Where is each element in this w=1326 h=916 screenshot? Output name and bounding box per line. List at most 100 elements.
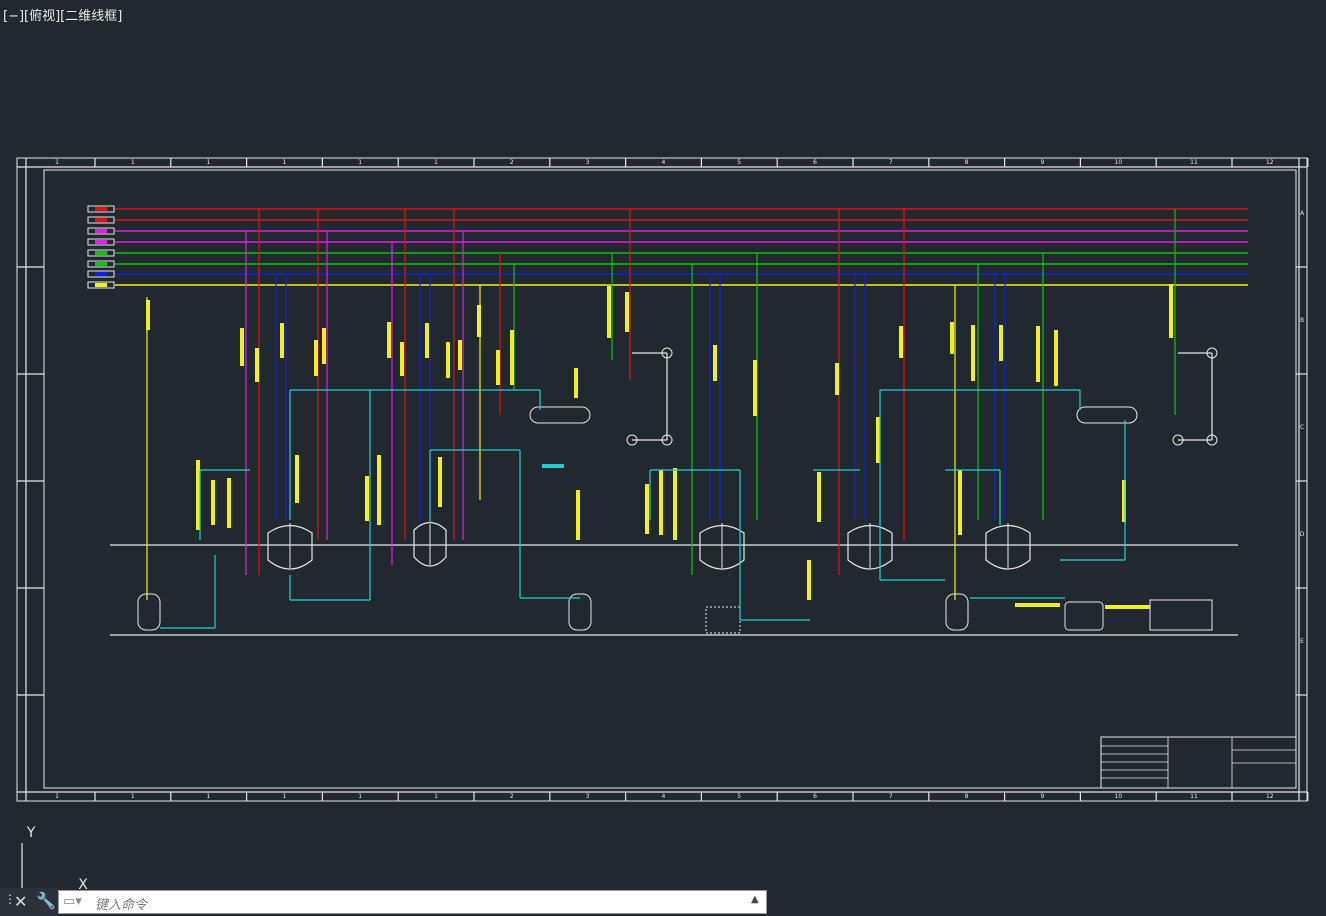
row-label: E [1300,638,1304,645]
column-label: 1 [434,793,438,800]
level-bar [1169,284,1173,338]
level-bar [255,348,259,382]
row-label: C [1300,424,1304,431]
column-label: 2 [510,793,514,800]
level-bar [576,490,580,540]
level-bar [146,300,150,330]
reactor [699,524,745,570]
reactor [413,521,447,567]
pipe-tag-fill [95,218,107,222]
command-placeholder: 键入命令 [95,898,148,913]
pipe-tag [87,216,115,224]
column-label: 12 [1266,159,1274,166]
row-label: B [1300,317,1304,324]
column-label: 2 [510,159,514,166]
filter [705,606,741,634]
command-tools: ⋮ ✕ 🔧 [0,888,58,916]
pipe-tag [87,227,115,235]
level-bar [673,468,677,540]
level-bar [365,476,369,521]
pipe-tag-fill [95,229,107,233]
row-label: A [1300,210,1305,217]
history-button[interactable]: ▲ [751,894,759,905]
column-label: 1 [131,793,135,800]
column-label: 10 [1114,793,1122,800]
reactor [267,524,313,570]
ucs-y: Y [26,825,36,841]
level-bar [295,455,299,503]
column-label: 7 [889,793,893,800]
level-bar [322,328,326,364]
pipe-tag-fill [95,272,107,276]
command-line[interactable]: ▭▾ 键入命令 ▲ [58,890,767,914]
column-label: 1 [358,159,362,166]
heat-exchanger [1076,406,1138,424]
pipe-tag [87,249,115,257]
column-label: 9 [1040,159,1044,166]
level-bar [1054,330,1058,386]
heat-exchanger [529,406,591,424]
level-bar [607,286,611,338]
column-label: 1 [358,793,362,800]
level-bar [753,360,757,416]
level-bar [659,470,663,535]
level-bar [950,322,954,354]
pipe-tag-fill [95,207,107,211]
column-label: 1 [282,793,286,800]
pipe-tag-fill [95,283,107,287]
level-bar [477,305,481,337]
column-label: 1 [434,159,438,166]
pipe-tag [87,205,115,213]
column-label: 1 [55,793,59,800]
column-label: 8 [965,793,969,800]
title-block [1100,736,1297,789]
level-bar [713,345,717,381]
level-bar [280,323,284,358]
flow-marker [542,464,564,468]
column-label: 1 [55,159,59,166]
level-bar [227,478,231,528]
column-label: 1 [282,159,286,166]
level-bar [425,323,429,358]
level-bar [1122,480,1126,522]
column-label: 1 [207,793,211,800]
grip: ⋮ [4,892,16,906]
tank [137,593,161,631]
level-bar [496,350,500,385]
level-bar [876,417,880,463]
level-bar [387,322,391,358]
column-label: 7 [889,159,893,166]
close-button[interactable]: ✕ [14,892,28,911]
level-bar [211,480,215,525]
settings-button[interactable]: 🔧 [36,891,56,910]
tank [945,593,969,631]
column-label: 4 [661,159,665,166]
column-label: 6 [813,159,817,166]
tank [568,593,592,631]
pipe-tag [87,238,115,246]
level-bar [377,455,381,525]
reactor [847,524,893,570]
level-bar [240,328,244,366]
viewport-label[interactable]: [−][俯视][二维线框] [3,9,123,24]
column-label: 3 [586,793,590,800]
level-bar [971,325,975,381]
column-label: 11 [1190,159,1198,166]
level-bar [446,342,450,378]
column-label: 9 [1040,793,1044,800]
level-bar [625,292,629,332]
pipe-tag-fill [95,262,107,266]
prompt-icon: ▭▾ [63,894,82,909]
level-bar [645,484,649,534]
pipe-tag-fill [95,251,107,255]
level-bar [835,363,839,395]
outer-frame [16,157,1308,802]
inner-frame [43,169,1297,789]
dryer [1149,599,1213,631]
level-bar [458,340,462,370]
column-label: 11 [1190,793,1198,800]
reactor [985,524,1031,570]
pump [1064,601,1104,631]
column-label: 1 [131,159,135,166]
